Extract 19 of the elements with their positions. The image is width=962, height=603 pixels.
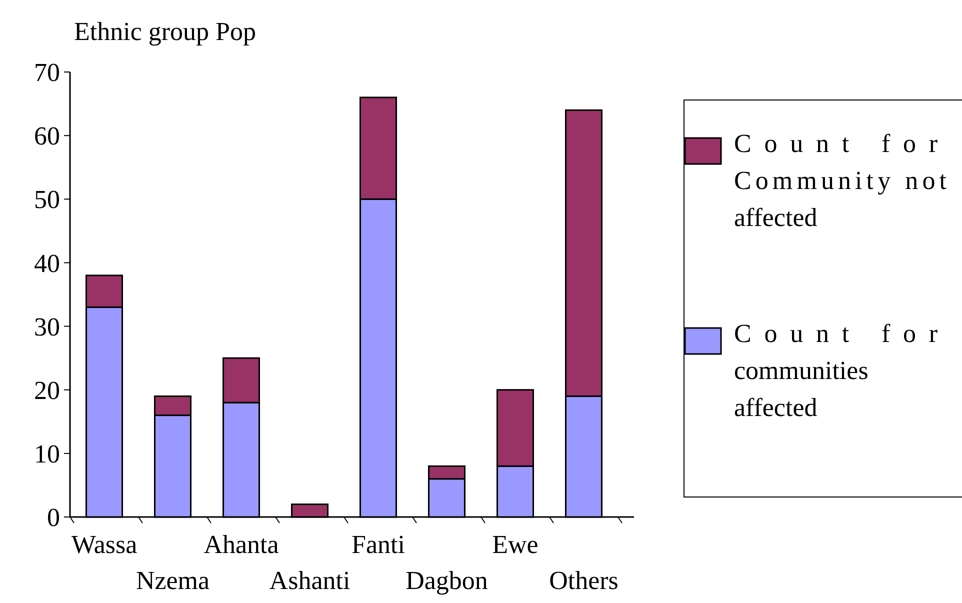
y-tick-label: 40 — [34, 248, 60, 278]
x-tick-label: Others — [549, 566, 618, 595]
y-tick-label: 50 — [34, 185, 60, 214]
y-tick-label: 10 — [34, 440, 60, 469]
x-tick-label: Dagbon — [406, 566, 488, 595]
y-tick-label: 30 — [34, 312, 60, 342]
x-tick-label: Ashanti — [269, 566, 350, 595]
y-tick-label: 60 — [34, 122, 60, 151]
legend-label: Count for Community not affected — [734, 129, 957, 232]
x-tick-label: Wassa — [71, 530, 138, 559]
legend-label: Count for communities affected — [734, 319, 957, 422]
y-tick-label: 70 — [34, 58, 60, 88]
x-tick-label: Nzema — [136, 566, 210, 595]
x-tick-label: Ahanta — [204, 530, 280, 559]
x-tick-label: Ewe — [492, 530, 538, 559]
x-tick-label: Fanti — [352, 530, 405, 559]
y-tick-label: 20 — [34, 376, 60, 405]
chart-title: Ethnic group Pop — [74, 17, 256, 46]
y-tick-label: 0 — [47, 503, 60, 532]
